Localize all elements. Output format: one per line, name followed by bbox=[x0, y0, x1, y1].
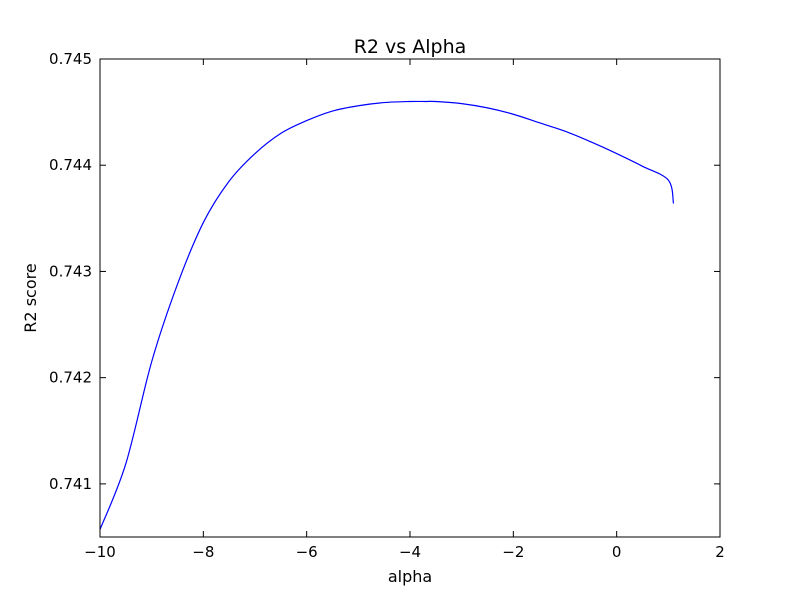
x-tick-label: −6 bbox=[296, 543, 318, 561]
y-tick-label: 0.744 bbox=[49, 156, 92, 174]
x-tick-label: −4 bbox=[399, 543, 421, 561]
x-tick-label: −2 bbox=[502, 543, 524, 561]
y-tick-label: 0.745 bbox=[49, 50, 92, 68]
x-axis-label: alpha bbox=[388, 567, 432, 586]
r2-score-series-line bbox=[99, 100, 675, 530]
x-tick-label: 0 bbox=[612, 543, 622, 561]
data-layer bbox=[99, 100, 675, 530]
plot-area-frame bbox=[99, 58, 721, 538]
y-axis-label: R2 score bbox=[21, 263, 40, 332]
x-tick-label: −10 bbox=[84, 543, 116, 561]
x-tick-label: 2 bbox=[715, 543, 725, 561]
y-tick-label: 0.741 bbox=[49, 475, 92, 493]
y-tick-label: 0.742 bbox=[49, 369, 92, 387]
y-tick-label: 0.743 bbox=[49, 262, 92, 280]
x-tick-label: −8 bbox=[192, 543, 214, 561]
chart-title: R2 vs Alpha bbox=[354, 36, 467, 58]
